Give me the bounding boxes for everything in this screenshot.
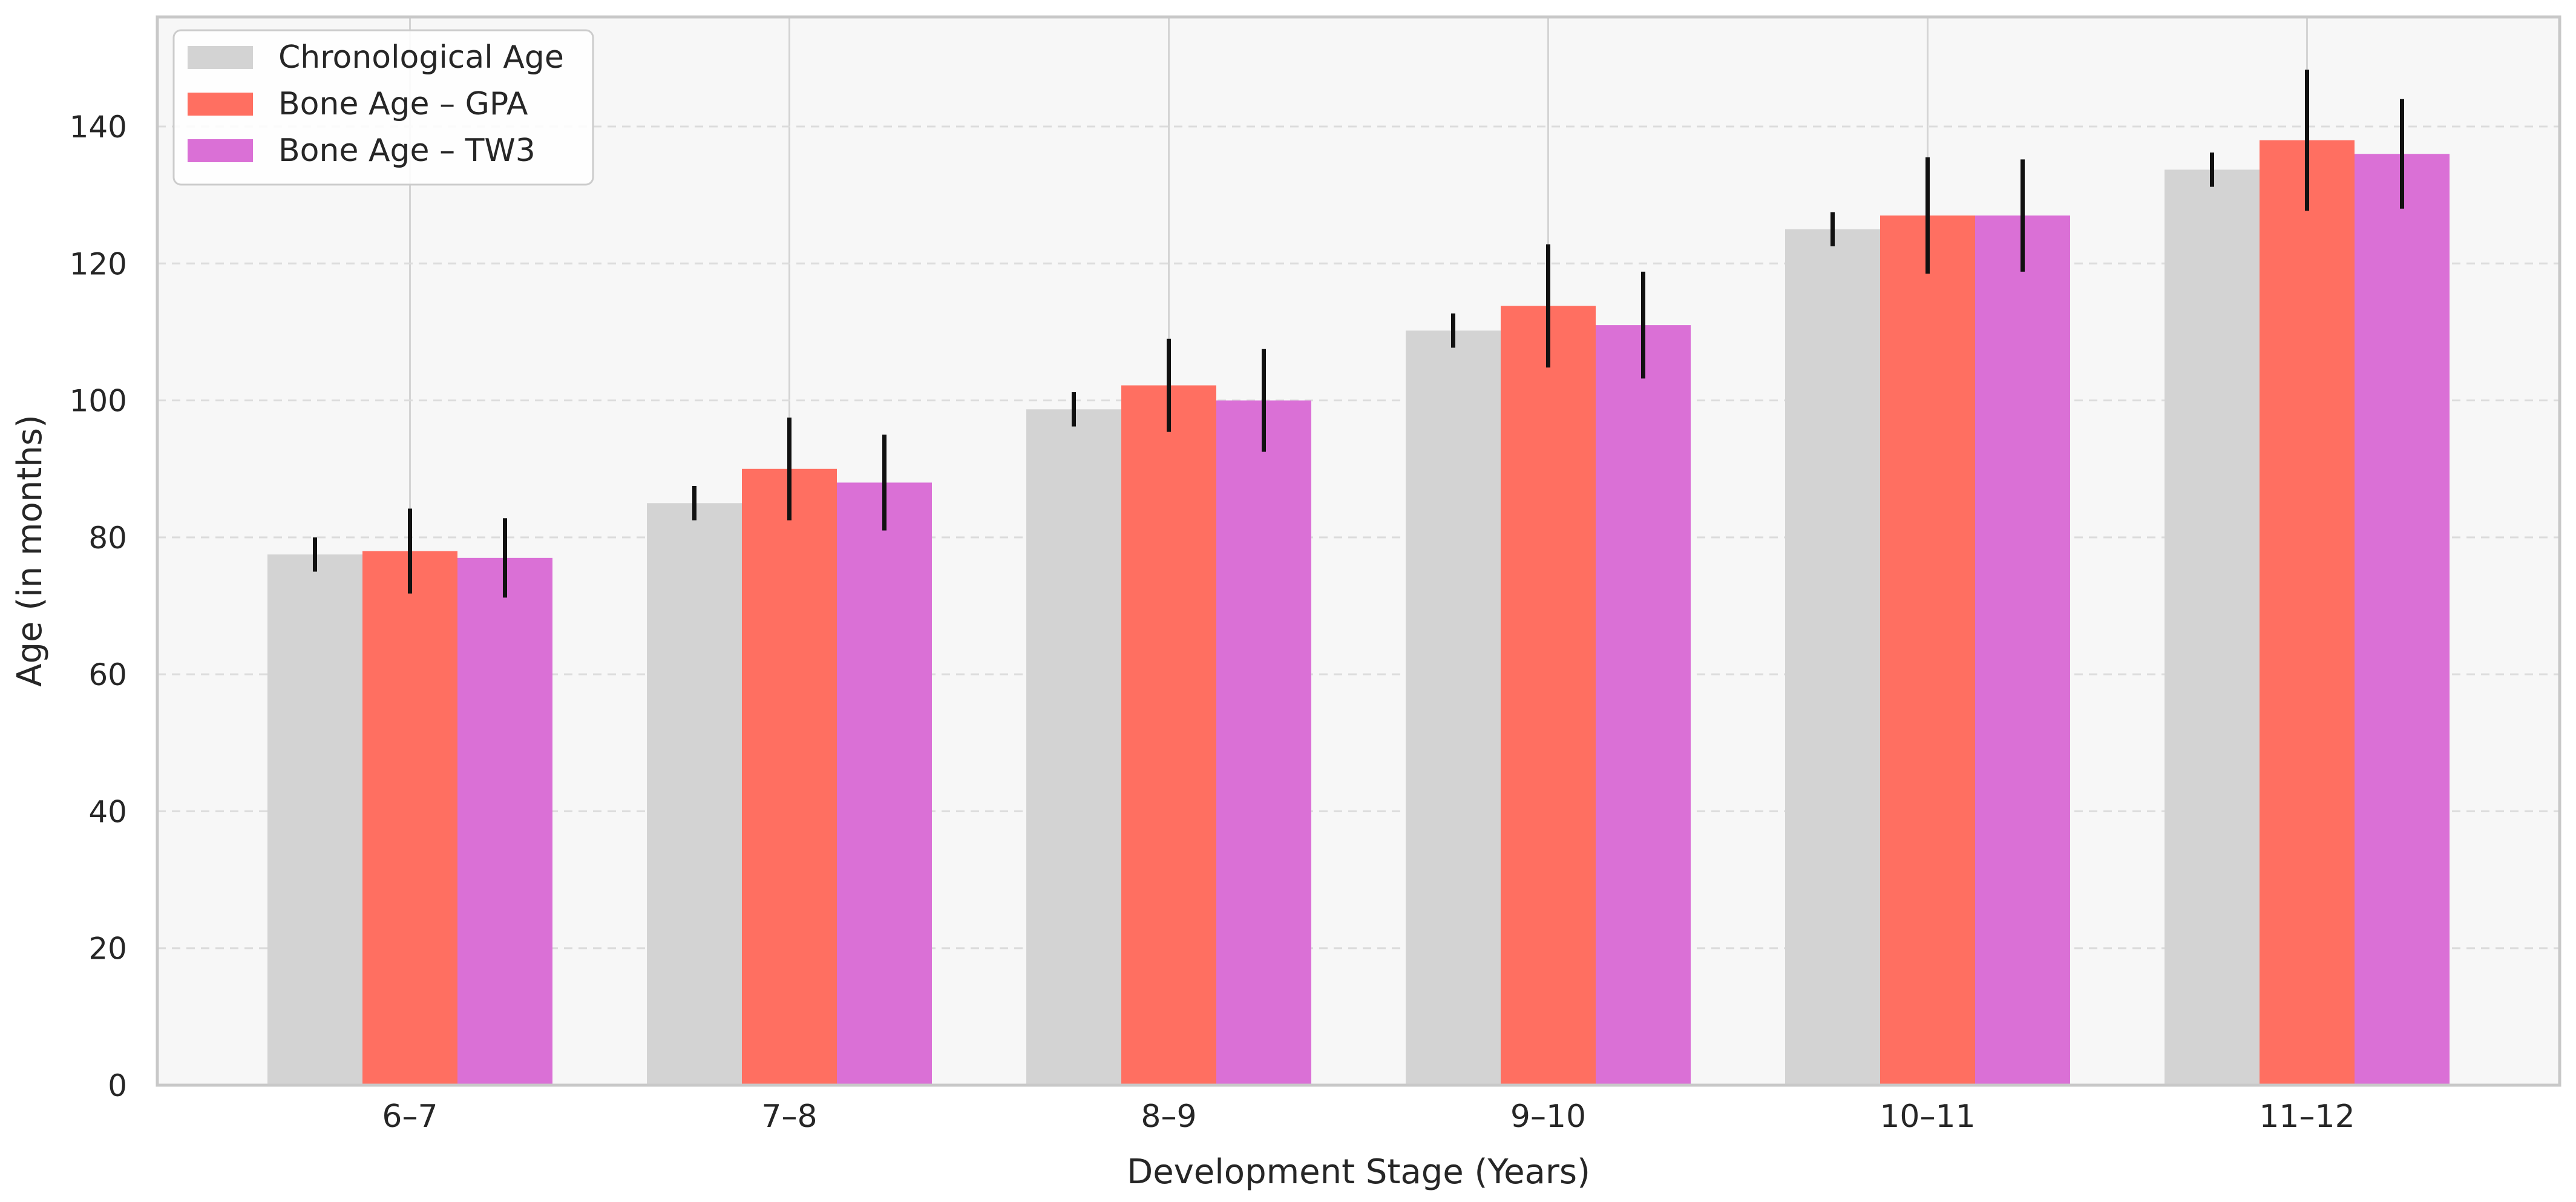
bar-bone-age-tw3-6 — [2355, 154, 2450, 1085]
bar-bone-age-gpa-4 — [1501, 306, 1596, 1086]
bar-chronological-age-6 — [2165, 169, 2260, 1086]
x-axis-label: Development Stage (Years) — [1127, 1152, 1590, 1192]
y-tick-label: 40 — [88, 794, 127, 829]
bar-bone-age-tw3-1 — [457, 557, 552, 1085]
bar-bone-age-tw3-3 — [1216, 400, 1311, 1085]
y-tick-label: 120 — [70, 246, 127, 281]
plot-area — [157, 17, 2560, 1085]
y-tick-label: 20 — [88, 931, 127, 967]
y-tick-label: 140 — [70, 110, 127, 145]
x-tick-label: 10–11 — [1880, 1099, 1975, 1135]
legend-label-bone-age-gpa: Bone Age – GPA — [278, 86, 528, 122]
legend-swatch-bone-age-gpa — [188, 93, 253, 116]
y-tick-label: 0 — [108, 1068, 127, 1103]
x-tick-label: 9–10 — [1510, 1099, 1586, 1135]
y-axis-label: Age (in months) — [10, 415, 50, 687]
y-tick-label: 100 — [70, 384, 127, 419]
bar-chronological-age-3 — [1026, 409, 1121, 1085]
x-tick-label: 6–7 — [382, 1099, 438, 1135]
y-tick-label: 60 — [88, 657, 127, 692]
bar-bone-age-gpa-5 — [1880, 215, 1975, 1085]
bar-bone-age-gpa-2 — [742, 468, 837, 1085]
bar-chronological-age-5 — [1785, 229, 1880, 1085]
legend-swatch-chronological-age — [188, 46, 253, 69]
y-axis-ticks: 0 20 40 60 80 100 120 140 — [70, 110, 127, 1103]
x-tick-label: 7–8 — [761, 1099, 817, 1135]
x-axis-ticks: 6–7 7–8 8–9 9–10 10–11 11–12 — [382, 1099, 2355, 1135]
x-tick-label: 11–12 — [2259, 1099, 2355, 1135]
legend-frame — [172, 29, 594, 186]
errorbars-layer — [313, 70, 2404, 598]
bar-chronological-age-1 — [267, 554, 362, 1085]
bar-bone-age-tw3-2 — [837, 482, 932, 1085]
bar-chronological-age-4 — [1406, 330, 1501, 1085]
bar-bone-age-gpa-1 — [362, 551, 457, 1085]
legend-label-bone-age-tw3: Bone Age – TW3 — [278, 133, 536, 169]
bar-bone-age-gpa-6 — [2260, 140, 2355, 1086]
legend-label-chronological-age: Chronological Age — [278, 39, 564, 76]
bar-bone-age-gpa-3 — [1121, 385, 1216, 1085]
plot-frame — [156, 15, 2561, 1087]
legend: Chronological Age Bone Age – GPA Bone Ag… — [172, 29, 594, 186]
bar-chronological-age-2 — [647, 503, 742, 1085]
y-tick-label: 80 — [88, 521, 127, 556]
bar-bone-age-tw3-4 — [1596, 325, 1691, 1085]
legend-swatch-bone-age-tw3 — [188, 139, 253, 162]
x-tick-label: 8–9 — [1141, 1099, 1196, 1135]
bar-bone-age-tw3-5 — [1975, 215, 2070, 1085]
bars-layer — [267, 140, 2450, 1086]
